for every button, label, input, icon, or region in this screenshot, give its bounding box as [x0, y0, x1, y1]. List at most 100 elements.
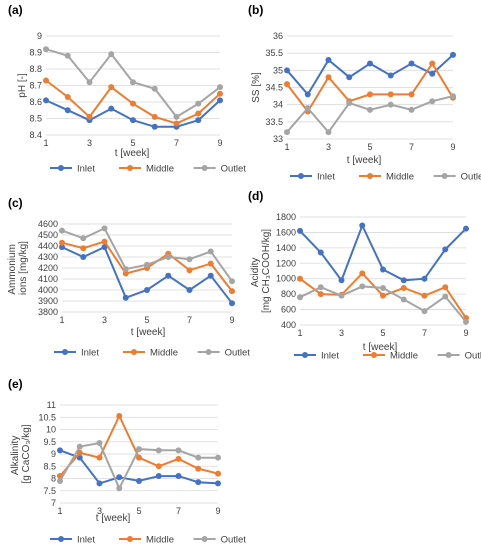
data-point-d-outlet: [338, 292, 345, 299]
data-point-c-outlet: [207, 248, 214, 255]
y-tick-label-c: 3900: [38, 296, 58, 306]
y-axis-label-c: Ammonium ions [mg/kg]: [7, 241, 29, 295]
chart-panel-a: (a) 8.4 8.5 8.6 8.7 8.8 8.9 9 1 3 5 7 9 t [week] pH [-…: [8, 3, 246, 175]
y-tick-label-d: 1200: [276, 258, 296, 268]
y-tick-label-e: 8: [51, 474, 56, 484]
x-tick-label-b: 7: [409, 142, 414, 152]
legend-marker-c: [205, 349, 212, 355]
data-point-b-inlet: [408, 60, 415, 67]
data-point-c-inlet: [165, 272, 172, 279]
data-point-c-outlet: [122, 266, 129, 273]
data-point-a-outlet: [86, 79, 93, 86]
data-point-d-inlet: [317, 249, 324, 256]
y-axis-label-b: SS [%]: [251, 72, 262, 103]
x-tick-label-a: 9: [217, 138, 222, 148]
data-point-d-outlet: [421, 308, 428, 315]
y-axis-label-a: pH [-]: [17, 73, 28, 98]
legend-label-b-outlet: Outlet: [461, 172, 481, 183]
legend-label-c-middle: Middle: [150, 348, 178, 359]
y-tick-label-c: 4000: [38, 285, 58, 295]
data-point-a-inlet: [108, 105, 115, 112]
legend-label-a-outlet: Outlet: [221, 164, 247, 175]
y-tick-label-c: 4600: [38, 219, 58, 229]
data-point-e-inlet: [175, 473, 182, 480]
data-point-e-inlet: [96, 480, 103, 487]
data-point-b-outlet: [367, 106, 373, 113]
data-point-b-outlet: [429, 98, 436, 105]
legend-marker-e: [58, 536, 64, 542]
legend-marker-a: [58, 165, 64, 171]
y-tick-label-b: 35.5: [265, 48, 283, 58]
data-point-e-outlet: [175, 447, 182, 454]
y-tick-label-a: 8.8: [29, 64, 42, 74]
data-point-c-middle: [122, 270, 129, 277]
data-point-c-middle: [101, 238, 108, 245]
data-point-b-outlet: [387, 101, 394, 108]
y-tick-label-d: 600: [281, 305, 296, 315]
x-tick-label-d: 1: [297, 328, 302, 338]
data-point-d-outlet: [442, 293, 449, 300]
legend-label-c-inlet: Inlet: [81, 348, 99, 359]
data-point-d-outlet: [359, 283, 366, 290]
y-tick-label-d: 1600: [276, 227, 296, 237]
x-tick-label-c: 9: [229, 315, 234, 325]
y-tick-label-e: 7.5: [43, 486, 56, 496]
data-point-b-middle: [429, 60, 436, 67]
data-point-e-outlet: [195, 454, 202, 461]
y-tick-label-c: 4400: [38, 241, 58, 251]
panel-label-e: (e): [8, 377, 23, 391]
data-point-b-outlet: [325, 129, 332, 136]
data-point-b-inlet: [325, 57, 332, 64]
legend-marker-c: [131, 349, 137, 355]
x-axis-label-a: t [week]: [115, 148, 150, 159]
data-point-a-outlet: [108, 51, 115, 58]
data-point-c-outlet: [80, 235, 87, 242]
data-point-c-outlet: [165, 254, 172, 260]
data-point-a-middle: [108, 84, 115, 91]
legend-label-d-outlet: Outlet: [465, 351, 481, 362]
data-point-b-outlet: [450, 93, 456, 100]
x-tick-label-b: 1: [284, 142, 289, 152]
y-tick-label-e: 8.5: [43, 461, 56, 471]
x-tick-label-b: 9: [450, 142, 455, 152]
y-tick-label-a: 8.4: [29, 130, 42, 140]
y-tick-label-d: 400: [281, 320, 296, 330]
x-axis-label-c: t [week]: [131, 327, 166, 338]
data-point-a-outlet: [130, 79, 136, 86]
data-point-e-inlet: [195, 479, 202, 486]
legend-label-e-outlet: Outlet: [221, 535, 247, 546]
x-tick-label-d: 3: [339, 328, 344, 338]
data-point-a-inlet: [151, 123, 158, 130]
data-point-d-middle: [317, 291, 324, 298]
data-point-b-inlet: [450, 51, 456, 58]
data-point-b-inlet: [284, 67, 290, 74]
x-tick-label-c: 1: [59, 315, 64, 325]
x-tick-label-d: 5: [380, 328, 385, 338]
data-point-d-inlet: [400, 277, 407, 284]
series-line-c-inlet: [61, 245, 233, 304]
data-point-a-middle: [43, 77, 49, 84]
data-point-b-middle: [387, 91, 394, 98]
y-tick-label-e: 9: [51, 449, 56, 459]
x-tick-label-e: 7: [176, 506, 181, 516]
data-point-e-inlet: [76, 454, 83, 461]
legend-label-d-inlet: Inlet: [321, 351, 339, 362]
legend-label-b-inlet: Inlet: [317, 172, 335, 183]
data-point-c-inlet: [186, 287, 193, 293]
data-point-d-outlet: [400, 296, 407, 303]
y-tick-label-e: 7: [51, 498, 56, 508]
chart-panel-d: (d) 400 600 800 1000 1200 1400 1600 1800 1 3 5 7 9 t […: [248, 189, 481, 362]
data-point-d-outlet: [380, 284, 386, 291]
data-point-b-middle: [408, 91, 415, 98]
y-tick-label-a: 9: [37, 31, 42, 41]
x-tick-label-d: 9: [463, 328, 468, 338]
data-point-b-inlet: [387, 72, 394, 79]
data-point-e-outlet: [116, 485, 123, 492]
legend-marker-a: [201, 165, 208, 171]
legend-label-d-middle: Middle: [390, 351, 418, 362]
y-axis-label-d: Acidity [mg CH₃COOH/kg]: [250, 229, 272, 313]
y-tick-label-b: 34: [273, 100, 283, 110]
data-point-a-middle: [217, 90, 223, 97]
legend-marker-c: [62, 349, 68, 355]
data-point-a-inlet: [217, 97, 223, 104]
